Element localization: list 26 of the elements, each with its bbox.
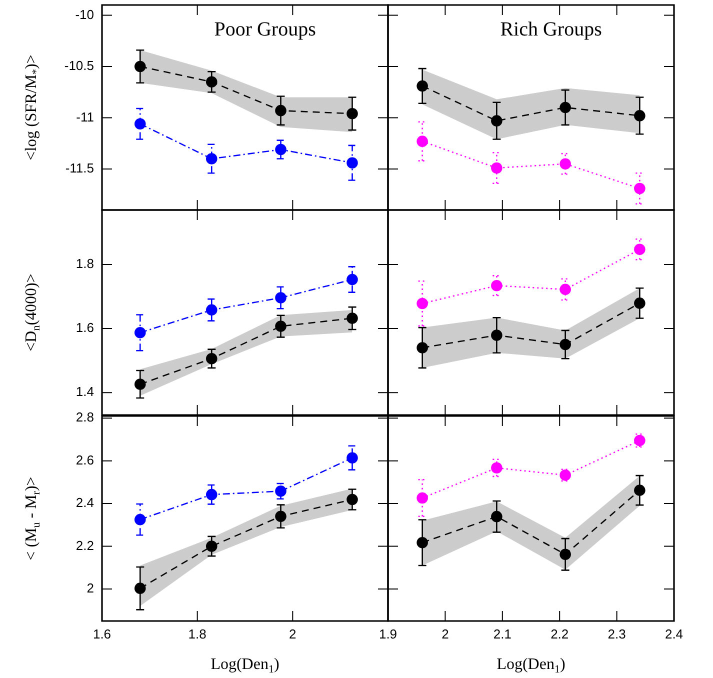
text: Poor Groups	[214, 18, 316, 40]
x-tick-label: 2.4	[664, 626, 683, 642]
y-tick-label: -10	[75, 6, 94, 22]
y-tick-label: -11.5	[65, 160, 94, 176]
y-axis-title: <log (SFR/M*)>	[23, 54, 43, 160]
y-tick-label: 2.8	[76, 409, 94, 424]
y-tick-label: 1.4	[76, 384, 94, 400]
y-tick-label: -11	[76, 109, 94, 124]
x-tick-label: 2	[441, 626, 448, 642]
x-tick-label: 1.9	[378, 626, 397, 642]
y-tick-label: 2.4	[76, 494, 94, 510]
y-axis-title: <Dn(4000)>	[23, 274, 43, 352]
x-tick-label: 2.2	[550, 626, 568, 642]
y-axis-title: < (Mu - Mr)>	[23, 476, 43, 560]
x-tick-label: 1.6	[92, 626, 112, 642]
y-tick-label: 1.6	[76, 320, 94, 336]
x-tick-label: 2.3	[607, 626, 626, 642]
x-tick-label: 2.1	[492, 626, 511, 642]
y-tick-label: 2	[86, 580, 94, 596]
y-tick-label: 2.2	[76, 537, 94, 552]
y-tick-label: -10.5	[64, 58, 94, 74]
x-tick-label: 1.8	[188, 626, 206, 642]
x-tick-label: 2	[289, 626, 296, 642]
y-tick-label: 1.8	[76, 256, 94, 272]
text: Rich Groups	[500, 18, 602, 40]
y-tick-label: 2.6	[76, 452, 94, 468]
